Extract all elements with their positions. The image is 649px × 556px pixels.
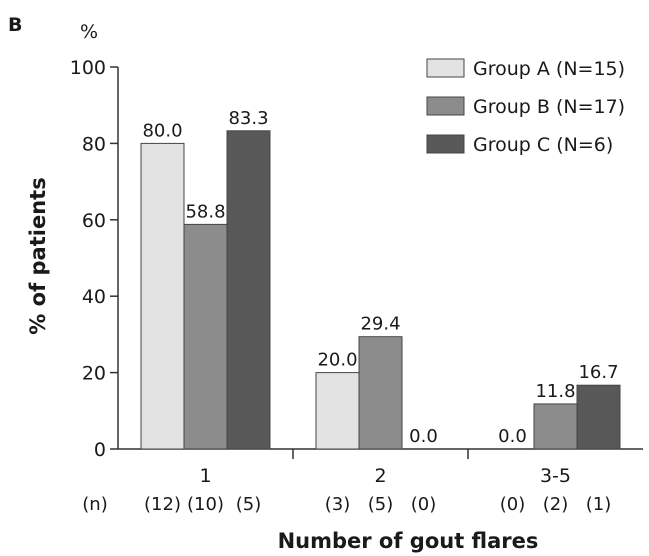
legend-label: Group A (N=15): [473, 58, 625, 80]
bar-value-label: 0.0: [498, 426, 527, 447]
y-tick-label: 80: [82, 133, 106, 155]
count-label: (0): [500, 494, 526, 515]
x-tick-label: 2: [374, 465, 386, 487]
count-label: (0): [411, 494, 437, 515]
bar-value-label: 16.7: [578, 362, 618, 383]
bar-value-label: 20.0: [317, 350, 357, 371]
x-axis: 1 2 3-5: [118, 448, 643, 487]
y-unit-label: %: [80, 21, 98, 43]
bar-value-label: 11.8: [535, 381, 575, 402]
y-tick-label: 40: [82, 286, 106, 308]
bar: [576, 384, 621, 450]
legend-swatch: [426, 96, 465, 116]
bar-value-label: 83.3: [228, 108, 268, 129]
bar: [358, 336, 403, 450]
y-tick-label: 100: [70, 57, 106, 79]
bar-value-label: 29.4: [360, 314, 400, 335]
bar-value-label: 0.0: [409, 426, 438, 447]
x-tick-label: 3-5: [540, 465, 571, 487]
y-tick-label: 20: [82, 363, 106, 385]
bar: [533, 403, 578, 450]
count-label: (1): [586, 494, 612, 515]
legend: Group A (N=15) Group B (N=17) Group C (N=6…: [426, 58, 625, 156]
legend-swatch: [426, 134, 465, 154]
legend-swatch: [426, 58, 465, 78]
count-label: (12): [144, 494, 181, 515]
y-tick-label: 60: [82, 210, 106, 232]
bar: [140, 142, 185, 450]
count-label: (3): [325, 494, 351, 515]
n-row-label: (n): [82, 494, 107, 515]
count-label: (10): [187, 494, 224, 515]
bar: [315, 372, 360, 450]
bars: [140, 130, 621, 450]
y-tick-label: 0: [94, 439, 106, 461]
panel-label: B: [8, 14, 22, 36]
x-tick-label: 1: [199, 465, 211, 487]
count-label: (2): [543, 494, 569, 515]
bar: [183, 223, 228, 450]
bar-value-label: 80.0: [142, 120, 182, 141]
bar-value-label: 58.8: [185, 201, 225, 222]
count-label: (5): [236, 494, 262, 515]
bar: [226, 130, 271, 450]
y-axis-title: % of patients: [26, 177, 50, 334]
legend-label: Group C (N=6): [473, 134, 613, 156]
x-axis-title: Number of gout flares: [278, 529, 539, 553]
y-axis: 0 20 40 60 80 100: [70, 57, 119, 461]
count-labels: (12) (10) (5) (3) (5) (0) (0) (2) (1): [144, 494, 611, 515]
legend-label: Group B (N=17): [473, 96, 625, 118]
count-label: (5): [368, 494, 394, 515]
value-labels: 80.0 58.8 83.3 20.029.4 0.0 0.0 11.816.7: [142, 108, 618, 447]
